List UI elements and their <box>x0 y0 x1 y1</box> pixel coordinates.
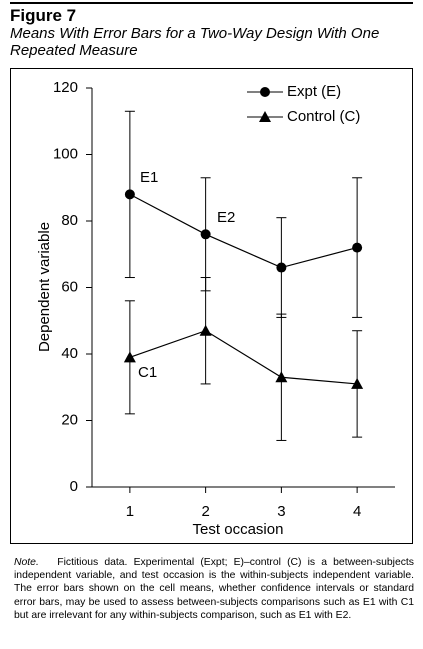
chart-frame <box>10 68 413 544</box>
legend-label: Expt (E) <box>287 83 341 100</box>
chart: Dependent variable Test occasion E1 E2 C… <box>10 68 413 544</box>
y-tick-label: 20 <box>61 411 78 428</box>
y-tick-label: 80 <box>61 212 78 229</box>
series-line <box>129 193 358 269</box>
legend-label: Control (C) <box>287 108 360 125</box>
y-tick-label: 40 <box>61 345 78 362</box>
marker <box>276 262 287 273</box>
x-axis-label: Test occasion <box>193 521 284 538</box>
figure-label: Figure 7 <box>10 6 77 25</box>
y-tick-label: 100 <box>53 145 78 162</box>
note-text: Fictitious data. Experimental (Expt; E)–… <box>14 557 414 621</box>
y-tick-label: 120 <box>53 79 78 96</box>
x-tick-label: 3 <box>277 503 285 520</box>
marker <box>275 371 288 383</box>
marker <box>123 351 136 363</box>
series-line <box>129 330 358 385</box>
marker <box>352 242 363 253</box>
chart-title: Means With Error Bars for a Two-Way Desi… <box>10 25 380 59</box>
x-tick-label: 4 <box>353 503 361 520</box>
y-tick-label: 0 <box>70 478 78 495</box>
marker <box>200 229 211 240</box>
top-rule <box>10 2 413 4</box>
marker <box>351 377 364 389</box>
y-tick-label: 60 <box>61 278 78 295</box>
legend-marker <box>259 111 271 122</box>
annotation: E2 <box>217 209 235 226</box>
marker <box>124 189 135 200</box>
legend-marker <box>260 87 270 97</box>
y-axis-label: Dependent variable <box>36 222 53 352</box>
x-tick-label: 1 <box>126 503 134 520</box>
annotation: E1 <box>140 169 158 186</box>
annotation: C1 <box>138 364 157 381</box>
marker <box>199 324 212 336</box>
note-label: Note. <box>14 557 39 568</box>
note: Note. Fictitious data. Experimental (Exp… <box>14 556 414 622</box>
x-tick-label: 2 <box>201 503 209 520</box>
